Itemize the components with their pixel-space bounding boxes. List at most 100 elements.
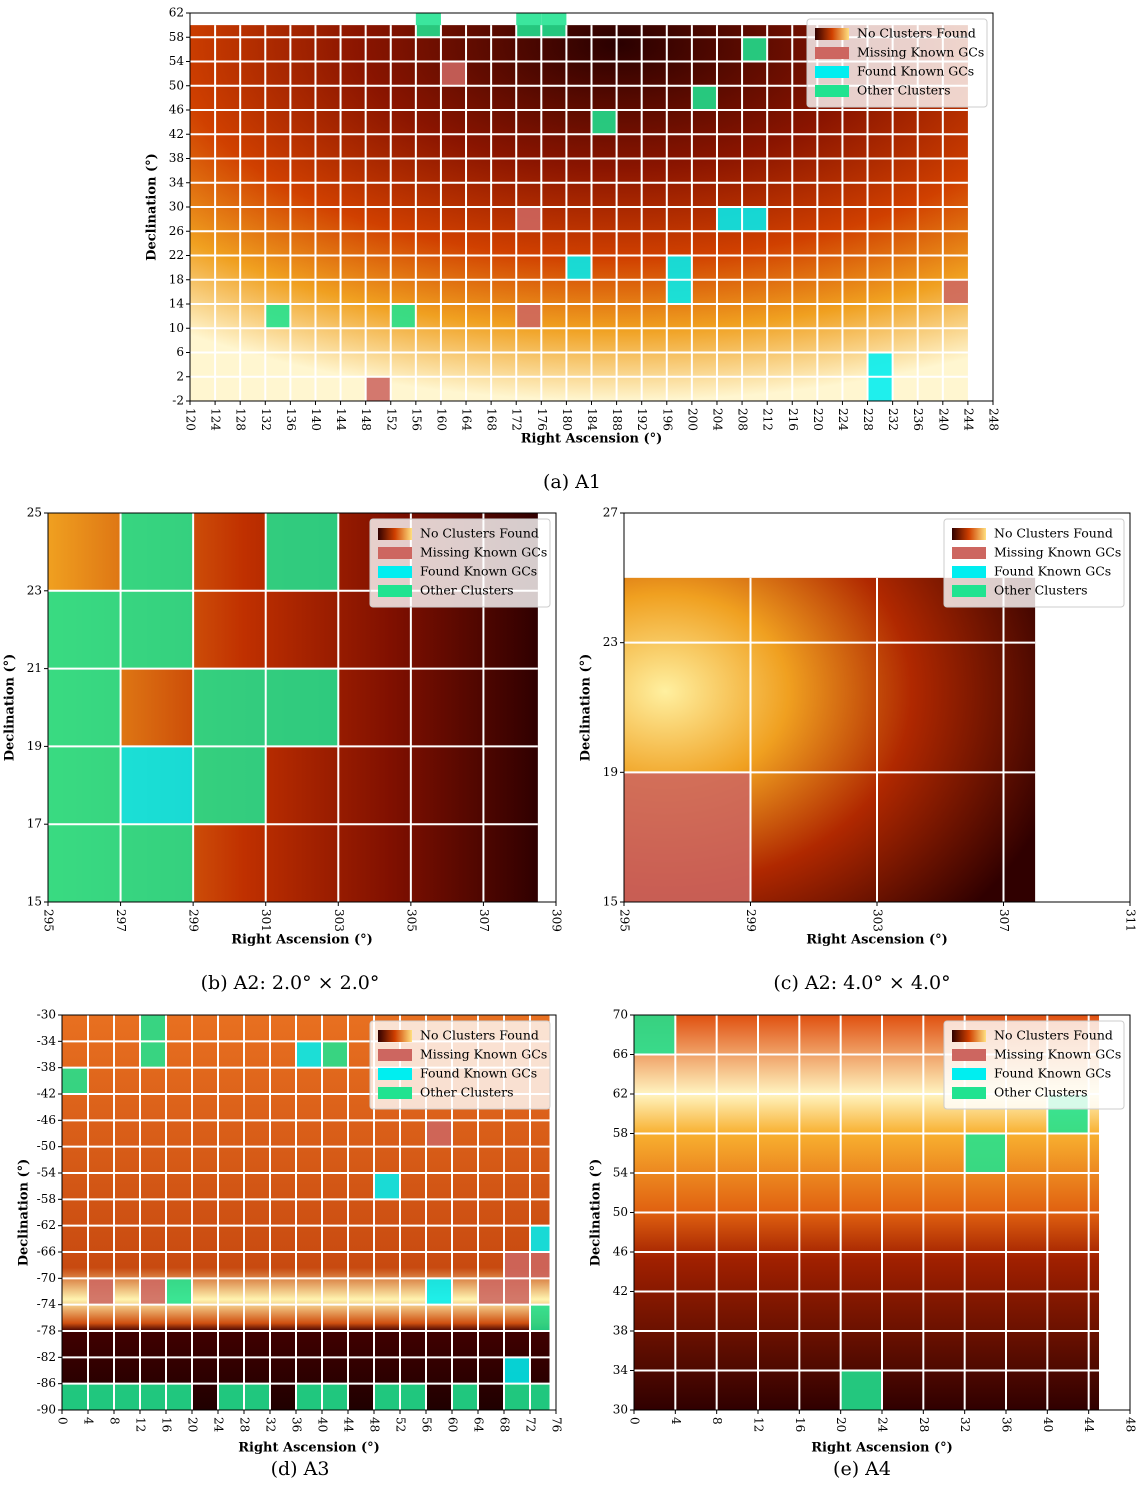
y-axis-label: Declination (°) [17,1159,32,1267]
x-tick-label: 124 [209,408,223,431]
cluster-cell [48,824,121,902]
x-tick-label: 184 [585,408,599,431]
x-tick-label: 36 [1000,1417,1014,1432]
x-tick-label: 44 [342,1417,356,1433]
cluster-cell [566,256,591,280]
legend-swatch [952,547,986,559]
cluster-cell [140,1041,166,1067]
legend-label: No Clusters Found [420,1028,539,1043]
x-tick-label: 303 [332,909,346,932]
cluster-cell [452,1384,478,1410]
y-axis-label: Declination (°) [589,1159,604,1267]
cluster-cell [48,746,121,824]
caption: (d) A3 [271,1458,330,1480]
cluster-cell [516,304,541,328]
cluster-cell [868,353,893,377]
x-tick-label: 4 [82,1417,96,1425]
y-tick-label: 21 [27,661,42,675]
cluster-cell [426,1278,452,1304]
x-tick-label: 248 [987,408,1001,431]
legend-label: No Clusters Found [994,526,1113,541]
cluster-cell [841,1371,882,1411]
y-tick-label: 34 [169,175,185,189]
cluster-cell [426,1120,452,1146]
x-tick-label: 48 [368,1417,382,1432]
x-tick-label: 236 [911,408,925,431]
y-tick-label: 58 [613,1126,628,1140]
x-axis-label: Right Ascension (°) [231,933,373,948]
cluster-cell [868,377,893,401]
cluster-cell [416,13,441,37]
y-tick-label: 25 [27,506,42,520]
cluster-cell [121,591,194,669]
x-tick-label: 68 [498,1417,512,1432]
y-tick-label: 50 [169,78,184,92]
x-tick-label: 164 [460,408,474,431]
panel: 0481216202428323640444852566064687276-90… [17,1008,564,1481]
legend-label: Other Clusters [994,583,1088,598]
y-tick-label: 27 [603,506,618,520]
y-tick-label: -54 [37,1166,57,1180]
x-axis-label: Right Ascension (°) [238,1441,380,1456]
x-tick-label: 44 [1082,1417,1096,1433]
x-tick-label: 128 [234,408,248,431]
cluster-cell [516,207,541,231]
x-tick-label: 28 [238,1417,252,1432]
legend-label: Other Clusters [420,1085,514,1100]
x-tick-label: 208 [736,408,750,431]
cluster-cell [244,1384,270,1410]
y-tick-label: 66 [613,1047,628,1061]
y-tick-label: -86 [37,1376,56,1390]
y-tick-label: 54 [169,54,185,68]
x-tick-label: 216 [786,408,800,431]
y-tick-label: 62 [169,6,184,20]
legend-swatch [378,585,412,597]
figure: 1201241281321361401441481521561601641681… [0,0,1143,1499]
x-tick-label: 307 [477,909,491,932]
cluster-cell [592,110,617,134]
x-tick-label: 224 [836,408,850,431]
x-tick-label: 136 [284,408,298,431]
x-tick-label: 4 [669,1417,683,1425]
x-tick-label: 172 [510,408,524,431]
cluster-cell [265,304,290,328]
x-tick-label: 200 [685,408,699,431]
legend-label: Missing Known GCs [420,545,547,560]
cluster-cell [504,1278,530,1304]
x-tick-label: 299 [187,909,201,932]
legend-label: Found Known GCs [994,564,1111,579]
x-axis-label: Right Ascension (°) [521,432,663,447]
y-tick-label: -58 [37,1192,56,1206]
cluster-cell [530,1226,550,1252]
cluster-cell [374,1384,400,1410]
legend-swatch [378,1030,412,1042]
cluster-cell [391,304,416,328]
x-tick-label: 32 [958,1417,972,1432]
x-tick-label: 244 [961,408,975,431]
x-tick-label: 24 [876,1417,890,1433]
cluster-cell [667,280,692,304]
x-tick-label: 40 [1041,1417,1055,1432]
caption: (c) A2: 4.0° × 4.0° [773,972,950,994]
legend-label: Missing Known GCs [857,45,984,60]
cluster-cell [530,1305,550,1331]
cluster-cell [48,591,121,669]
y-axis-label: Declination (°) [145,153,160,261]
legend-label: Found Known GCs [420,564,537,579]
x-tick-label: 152 [384,408,398,431]
cluster-cell [62,1384,88,1410]
y-tick-label: 2 [176,369,184,383]
cluster-cell [88,1384,114,1410]
x-tick-label: 144 [334,408,348,431]
cluster-cell [504,1384,530,1410]
legend-swatch [952,1030,986,1042]
legend-swatch [815,28,849,40]
legend-swatch [952,566,986,578]
cluster-cell [121,746,194,824]
cluster-cell [692,86,717,110]
x-tick-label: 20 [186,1417,200,1432]
x-tick-label: 232 [886,408,900,431]
cluster-cell [441,62,466,86]
cluster-cell [218,1384,244,1410]
